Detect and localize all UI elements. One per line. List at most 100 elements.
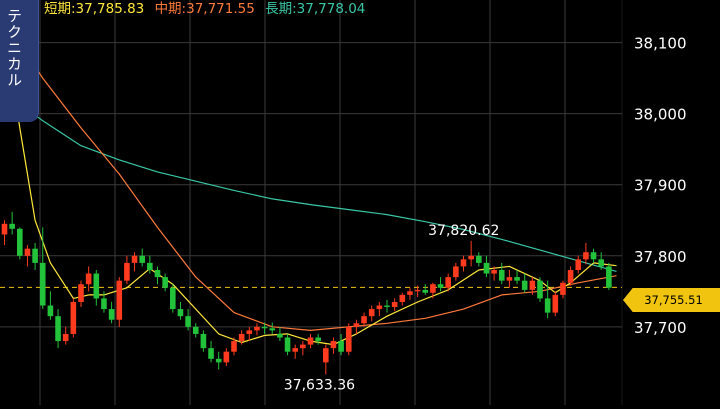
candle: [476, 252, 482, 267]
candle-layer: [1, 211, 612, 375]
candle: [575, 255, 582, 274]
candle: [567, 266, 574, 286]
ma-legend: 短期:37,785.83 中期:37,771.55 長期:37,778.04: [44, 0, 371, 18]
candle: [116, 277, 123, 327]
candle-body: [437, 284, 444, 288]
candle: [154, 266, 161, 285]
candle-body: [567, 270, 574, 283]
candle: [376, 301, 383, 317]
candle-body: [330, 341, 337, 349]
candle-body: [162, 277, 168, 288]
candle-body: [147, 262, 153, 270]
technical-tab[interactable]: テクニカル: [0, 0, 39, 122]
candle-body: [78, 284, 84, 302]
candle: [139, 248, 145, 267]
candle: [215, 351, 222, 370]
ma-mid-line: [4, 20, 617, 331]
candle-body: [85, 273, 92, 285]
candle-body: [399, 294, 406, 302]
candle-body: [47, 305, 54, 317]
candle: [307, 333, 314, 349]
candle-body: [215, 358, 222, 363]
candle: [192, 323, 199, 338]
candle-body: [139, 255, 145, 263]
candle-body: [292, 348, 298, 352]
candle: [208, 341, 214, 363]
candle-body: [353, 323, 360, 327]
ma-mid-label: 中期:37,771.55: [154, 1, 255, 17]
candle-body: [261, 326, 268, 329]
candle-body: [277, 333, 283, 338]
candle-body: [17, 228, 23, 256]
candle-body: [498, 270, 505, 281]
ma-long-line: [4, 91, 617, 272]
candle-body: [422, 289, 429, 293]
candle: [32, 243, 38, 270]
candle-body: [70, 301, 77, 334]
candle: [124, 255, 130, 285]
candle-body: [254, 326, 260, 331]
candle-body: [560, 282, 566, 295]
y-tick-label: 38,000: [634, 106, 687, 124]
candle: [315, 333, 321, 345]
candle: [453, 262, 459, 281]
candle: [238, 330, 245, 345]
candle-body: [506, 277, 513, 281]
candle: [345, 323, 352, 356]
candle: [223, 348, 230, 366]
candle: [384, 299, 390, 313]
y-tick-label: 37,900: [634, 177, 687, 195]
candle: [544, 280, 551, 319]
candle-body: [93, 273, 100, 299]
candle-body: [154, 270, 161, 278]
candle-body: [269, 328, 276, 331]
candle-body: [315, 337, 321, 342]
candle: [101, 291, 107, 313]
candle-body: [537, 280, 543, 299]
candle: [606, 262, 612, 290]
candle: [9, 211, 15, 235]
candle-body: [300, 344, 306, 349]
candle-body: [368, 309, 375, 317]
candle-body: [223, 351, 230, 363]
candle-body: [521, 280, 528, 290]
candle: [514, 270, 520, 285]
candle: [300, 341, 306, 356]
candle: [177, 301, 184, 320]
candle-body: [407, 291, 413, 295]
candle: [330, 337, 337, 354]
candle: [284, 333, 291, 356]
candle: [491, 266, 497, 281]
candle: [529, 277, 536, 295]
candle-body: [177, 309, 184, 317]
candle: [62, 326, 69, 345]
candle-body: [62, 333, 69, 342]
candle-body: [468, 255, 474, 260]
candle-body: [185, 316, 191, 327]
low-annotation: 37,633.36: [284, 377, 355, 393]
candle-body: [39, 262, 46, 306]
candle: [391, 298, 398, 312]
candle-body: [208, 348, 214, 359]
candle: [521, 273, 528, 293]
y-tick-label: 37,800: [634, 248, 687, 266]
candle-body: [552, 294, 559, 313]
candle-body: [430, 284, 436, 293]
candle-body: [491, 270, 497, 274]
candle: [407, 287, 413, 300]
candle: [24, 245, 31, 267]
price-axis: 37,700 37,800 37,900 38,000 38,100: [634, 35, 687, 337]
candle: [108, 301, 115, 324]
candle: [93, 270, 100, 306]
candle-body: [246, 330, 253, 334]
candle-body: [116, 280, 123, 320]
candle: [353, 319, 360, 334]
candle-body: [345, 326, 352, 352]
candle: [460, 255, 467, 272]
candle: [78, 280, 84, 307]
candle: [162, 273, 168, 292]
current-price-value: 37,755.51: [644, 293, 703, 307]
candle-body: [583, 252, 589, 260]
